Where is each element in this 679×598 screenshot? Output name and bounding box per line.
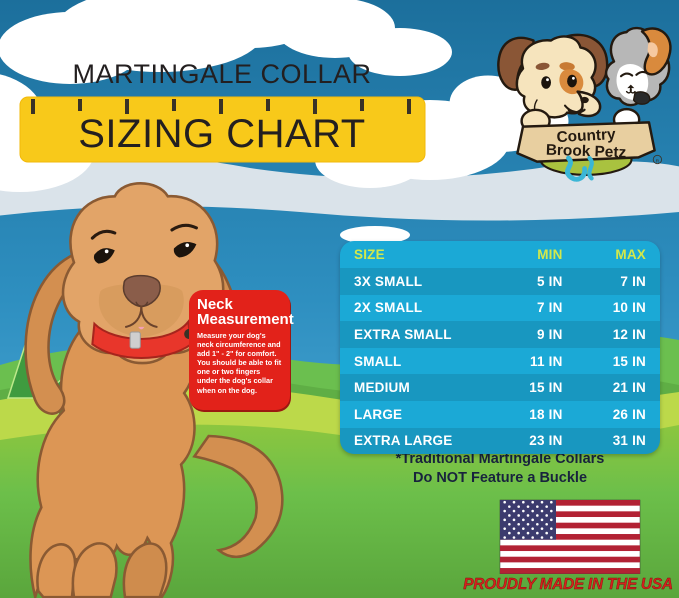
svg-text:MARTINGALE COLLAR: MARTINGALE COLLAR: [72, 59, 371, 89]
svg-text:Do NOT Feature a Buckle: Do NOT Feature a Buckle: [413, 470, 587, 486]
svg-text:PROUDLY MADE IN THE USA: PROUDLY MADE IN THE USA: [463, 576, 673, 593]
svg-text:SIZING CHART: SIZING CHART: [78, 112, 366, 156]
svg-text:Brook Petz: Brook Petz: [546, 142, 627, 162]
svg-text:R: R: [656, 158, 660, 164]
